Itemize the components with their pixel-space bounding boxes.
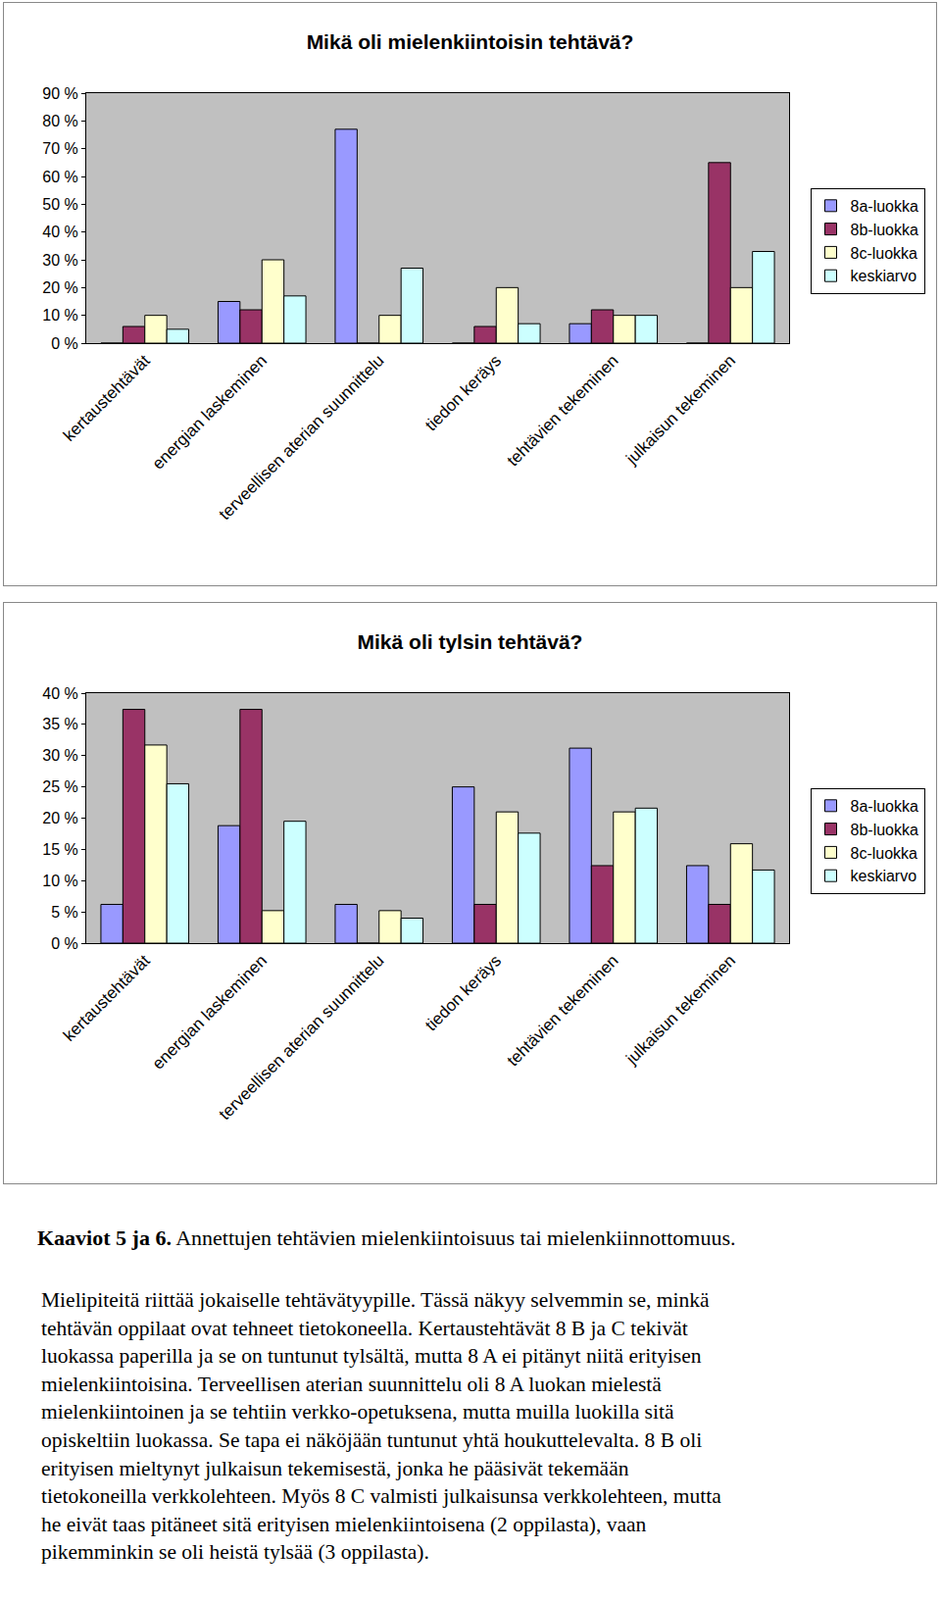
- svg-text:Mikä oli mielenkiintoisin teht: Mikä oli mielenkiintoisin tehtävä?: [306, 30, 635, 53]
- svg-text:30 %: 30 %: [42, 251, 78, 269]
- svg-text:10 %: 10 %: [42, 872, 78, 890]
- svg-text:70 %: 70 %: [42, 140, 78, 157]
- svg-text:8a-luokka: 8a-luokka: [850, 198, 919, 215]
- html-text:tietokoneilla verkkolehteen. M: tietokoneilla verkkolehteen. Myös 8 C va…: [41, 1484, 722, 1508]
- html-text:tehtävän oppilaat ovat tehneet: tehtävän oppilaat ovat tehneet tietokone…: [41, 1316, 688, 1340]
- svg-text:8b-luokka: 8b-luokka: [850, 821, 919, 839]
- svg-text:20 %: 20 %: [42, 279, 78, 297]
- html-text:erityisen mieltynyt julkaisun: erityisen mieltynyt julkaisun tekemisest…: [41, 1456, 629, 1480]
- svg-text:Mikä oli tylsin tehtävä?: Mikä oli tylsin tehtävä?: [357, 630, 584, 653]
- svg-text:tiedon keräys: tiedon keräys: [421, 350, 505, 435]
- svg-text:20 %: 20 %: [42, 809, 78, 827]
- html-text:mielenkiintoinen ja se tehtiin: mielenkiintoinen ja se tehtiin verkko-op…: [41, 1400, 674, 1424]
- html-text:mielenkiintoisina. Terveellise: mielenkiintoisina. Terveellisen aterian …: [41, 1372, 662, 1396]
- svg-text:15 %: 15 %: [42, 841, 78, 858]
- html-text:pikemminkin se oli heistä tyls: pikemminkin se oli heistä tylsää (3 oppi…: [41, 1540, 430, 1564]
- svg-text:10 %: 10 %: [42, 306, 78, 324]
- svg-text:25 %: 25 %: [42, 778, 78, 795]
- svg-text:8a-luokka: 8a-luokka: [850, 797, 919, 815]
- svg-text:30 %: 30 %: [42, 746, 78, 764]
- svg-text:energian laskeminen: energian laskeminen: [148, 950, 271, 1073]
- html-text:Kaaviot 5 ja 6. Annettujen teh: Kaaviot 5 ja 6. Annettujen tehtävien mie…: [37, 1225, 736, 1250]
- svg-text:terveellisen aterian suunnitte: terveellisen aterian suunnittelu: [215, 950, 389, 1124]
- html-text:opiskeltiin luokassa. Se tapa: opiskeltiin luokassa. Se tapa ei näköjää…: [41, 1428, 702, 1452]
- svg-text:julkaisun tekeminen: julkaisun tekeminen: [621, 950, 740, 1069]
- svg-text:90 %: 90 %: [42, 85, 78, 102]
- svg-text:terveellisen aterian suunnitte: terveellisen aterian suunnittelu: [215, 350, 389, 524]
- svg-text:kertaustehtävät: kertaustehtävät: [59, 350, 154, 446]
- svg-text:60 %: 60 %: [42, 168, 78, 186]
- svg-text:tehtävien tekeminen: tehtävien tekeminen: [503, 350, 623, 470]
- svg-text:40 %: 40 %: [42, 223, 78, 241]
- svg-text:8b-luokka: 8b-luokka: [850, 221, 919, 239]
- svg-text:40 %: 40 %: [42, 685, 78, 702]
- html-text:Mielipiteitä riittää jokaisell: Mielipiteitä riittää jokaiselle tehtävät…: [41, 1287, 710, 1312]
- svg-text:50 %: 50 %: [42, 196, 78, 213]
- svg-text:kertaustehtävät: kertaustehtävät: [59, 950, 154, 1045]
- html-text:luokassa paperilla ja se on tu: luokassa paperilla ja se on tuntunut tyl…: [41, 1344, 702, 1368]
- svg-text:keskiarvo: keskiarvo: [850, 867, 918, 885]
- html-text:he eivät taas pitäneet sitä er: he eivät taas pitäneet sitä erityisen mi…: [41, 1512, 647, 1536]
- svg-text:tehtävien tekeminen: tehtävien tekeminen: [503, 950, 623, 1070]
- svg-text:8c-luokka: 8c-luokka: [850, 844, 919, 862]
- svg-text:8c-luokka: 8c-luokka: [850, 245, 919, 262]
- svg-text:5 %: 5 %: [50, 903, 79, 921]
- svg-text:35 %: 35 %: [42, 715, 78, 733]
- svg-text:energian laskeminen: energian laskeminen: [148, 350, 271, 473]
- svg-text:tiedon keräys: tiedon keräys: [421, 950, 505, 1035]
- svg-text:80 %: 80 %: [42, 112, 78, 130]
- svg-text:keskiarvo: keskiarvo: [850, 267, 918, 285]
- svg-text:0 %: 0 %: [50, 935, 79, 952]
- svg-text:0 %: 0 %: [50, 335, 79, 352]
- svg-text:julkaisun tekeminen: julkaisun tekeminen: [621, 350, 740, 469]
